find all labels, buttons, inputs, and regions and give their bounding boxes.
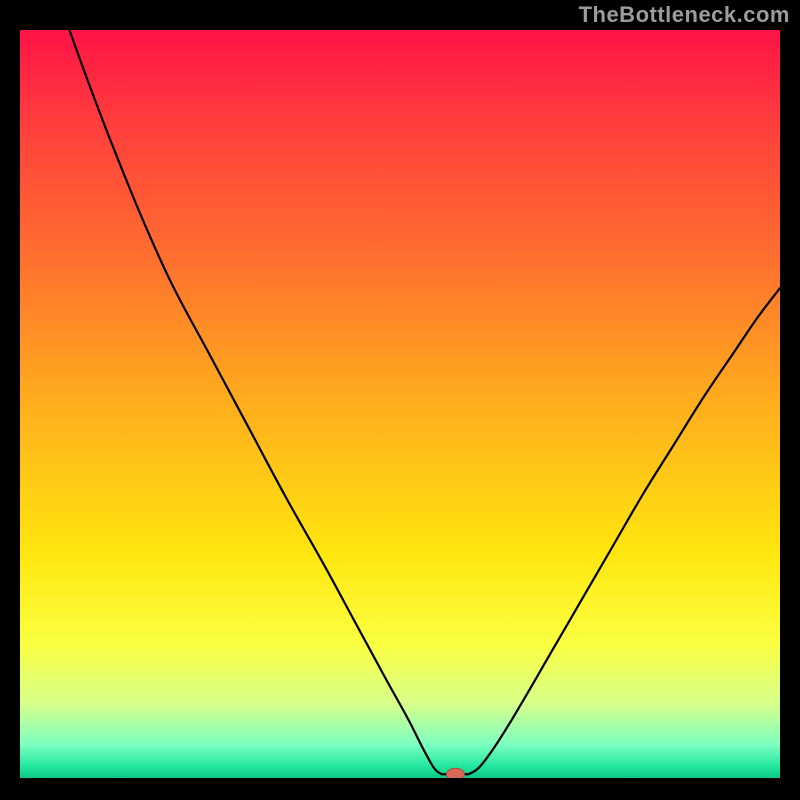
watermark-text: TheBottleneck.com (579, 2, 790, 28)
optimal-point-marker (446, 768, 464, 778)
plot-background (20, 30, 780, 778)
chart-frame: TheBottleneck.com (0, 0, 800, 800)
bottleneck-chart (20, 30, 780, 778)
